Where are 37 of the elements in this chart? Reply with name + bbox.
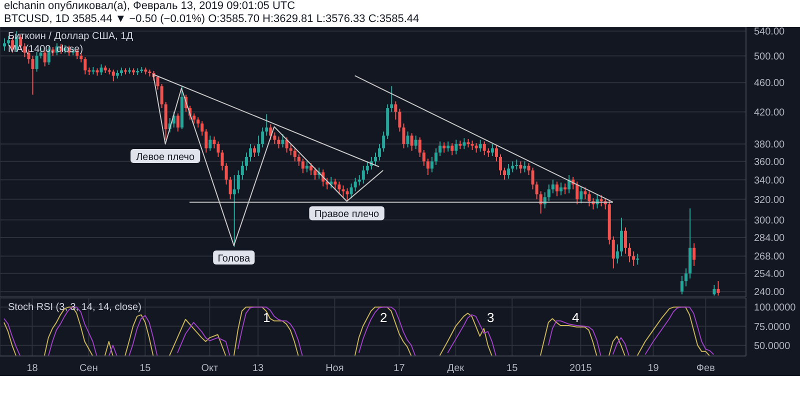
annotation: Голова: [218, 254, 250, 265]
x-tick-label: 13: [252, 363, 264, 374]
x-tick-label: 2015: [570, 363, 592, 374]
y-tick-label: 360.00: [754, 156, 786, 168]
x-tick-label: 19: [648, 363, 660, 374]
y-tick-label: 240.00: [754, 287, 786, 298]
annotation: Левое плечо: [136, 152, 196, 164]
x-tick-label: 18: [26, 363, 38, 374]
y-tick-label: 284.00: [754, 233, 786, 244]
text: BTCUSD, 1D 3585.44 ▼ −0.50 (−0.01%) O:3585.70 H:3629.81 L:3576.33 C:3585.44: [4, 13, 420, 26]
annotation: Правое плечо: [314, 209, 380, 220]
x-tick-label: 15: [140, 363, 152, 374]
y-tick-label: 500.00: [754, 51, 786, 62]
y-tick-label: 300.00: [754, 215, 786, 226]
y-tick-label: 460.00: [754, 78, 786, 90]
x-tick-label: 17: [394, 363, 406, 374]
y-tick-label: 380.00: [754, 140, 786, 151]
y-tick-label: 50.0000: [754, 340, 791, 352]
annotation: 1: [263, 310, 270, 325]
x-tick-label: Дек: [447, 363, 465, 374]
x-tick-label: Фев: [696, 363, 715, 374]
annotation: 3: [487, 310, 494, 325]
x-tick-label: 15: [506, 363, 518, 374]
y-tick-label: 268.00: [754, 252, 786, 263]
annotation: 2: [380, 310, 388, 325]
y-tick-label: 540.00: [754, 26, 786, 38]
y-tick-label: 340.00: [754, 175, 786, 186]
y-tick-label: 420.00: [754, 107, 786, 118]
y-tick-label: 254.00: [754, 268, 786, 280]
x-tick-label: Окт: [201, 363, 219, 374]
y-tick-label: 75.0000: [754, 322, 791, 333]
annotation: 4: [572, 310, 580, 325]
x-tick-label: Сен: [80, 363, 98, 374]
y-tick-label: 100.0000: [754, 302, 796, 314]
text: elchanin опубликовал(а), Февраль 13, 2019 09:01:05 UTC: [4, 0, 296, 13]
x-tick-label: Ноя: [326, 363, 344, 374]
y-tick-label: 320.00: [754, 194, 786, 206]
